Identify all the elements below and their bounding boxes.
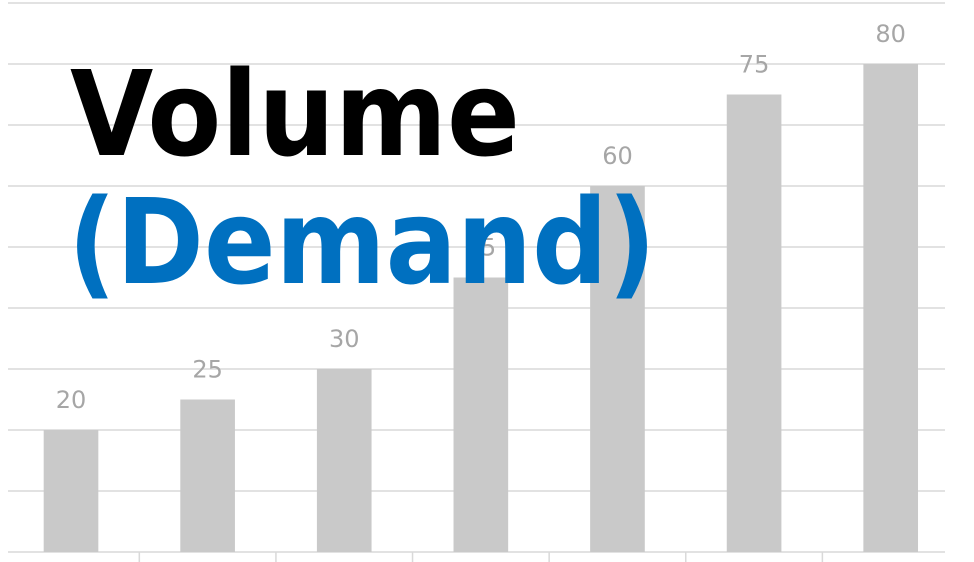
bar bbox=[863, 64, 919, 552]
data-label: 80 bbox=[875, 20, 906, 48]
bar bbox=[316, 369, 372, 552]
data-label: 75 bbox=[739, 51, 770, 79]
bar bbox=[180, 399, 235, 552]
bar bbox=[453, 277, 509, 552]
bar bbox=[590, 186, 645, 552]
bar bbox=[726, 94, 782, 552]
data-label: 20 bbox=[56, 386, 87, 414]
bar bbox=[43, 430, 99, 552]
chart-subtitle: (Demand) bbox=[68, 173, 656, 311]
data-label: 25 bbox=[192, 356, 223, 384]
data-label: 30 bbox=[329, 325, 360, 353]
data-label: 45 bbox=[466, 234, 497, 262]
data-label: 60 bbox=[602, 142, 633, 170]
chart-title: Volume bbox=[70, 45, 520, 183]
